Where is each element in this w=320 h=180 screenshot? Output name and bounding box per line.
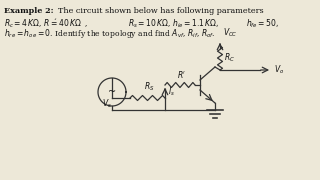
Text: $R_s = 10\,K\Omega$, $h_{ie} = 1.1\,K\Omega,$: $R_s = 10\,K\Omega$, $h_{ie} = 1.1\,K\Om… [128, 17, 219, 30]
Text: ~: ~ [108, 87, 116, 97]
Text: $h_{fe} = 50,$: $h_{fe} = 50,$ [246, 17, 279, 30]
Text: Example 2:: Example 2: [4, 7, 54, 15]
Text: $I_s$: $I_s$ [168, 85, 175, 98]
Text: $V_{CC}$: $V_{CC}$ [223, 26, 238, 39]
Text: $R_S$: $R_S$ [143, 80, 154, 93]
Text: The circuit shown below has following parameters: The circuit shown below has following pa… [58, 7, 264, 15]
Text: $R_c = 4\,K\Omega$, $R\' = 40\,K\Omega$  ,: $R_c = 4\,K\Omega$, $R\' = 40\,K\Omega$ … [4, 17, 89, 30]
Text: $R'$: $R'$ [177, 69, 186, 80]
Text: $h_{re} = h_{oe} = 0$. Identify the topology and find $A_{vf}$, $R_{if}$, $R_{of: $h_{re} = h_{oe} = 0$. Identify the topo… [4, 27, 215, 40]
Text: $V_s$: $V_s$ [102, 98, 112, 111]
Text: $R_C$: $R_C$ [224, 52, 235, 64]
Text: $V_o$: $V_o$ [274, 64, 284, 76]
